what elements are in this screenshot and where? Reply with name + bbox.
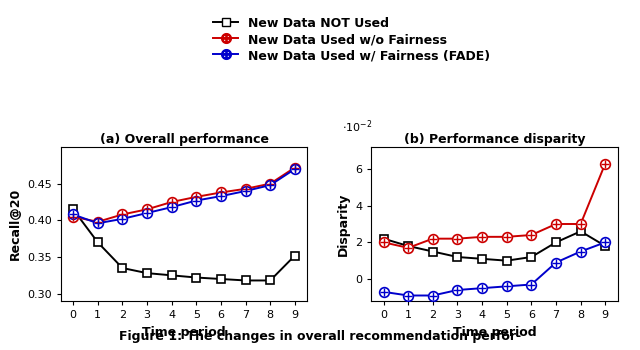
Y-axis label: Disparity: Disparity <box>337 192 349 256</box>
X-axis label: Time period: Time period <box>452 326 536 338</box>
X-axis label: Time period: Time period <box>142 326 226 338</box>
Title: (a) Overall performance: (a) Overall performance <box>99 133 269 146</box>
Legend: New Data NOT Used, New Data Used w/o Fairness, New Data Used w/ Fairness (FADE): New Data NOT Used, New Data Used w/o Fai… <box>210 13 494 66</box>
Title: (b) Performance disparity: (b) Performance disparity <box>404 133 585 146</box>
Y-axis label: Recall@20: Recall@20 <box>8 188 22 260</box>
Text: Figure 1: The changes in overall recommendation perfor-: Figure 1: The changes in overall recomme… <box>119 330 521 343</box>
Text: $\cdot10^{-2}$: $\cdot10^{-2}$ <box>342 118 372 135</box>
